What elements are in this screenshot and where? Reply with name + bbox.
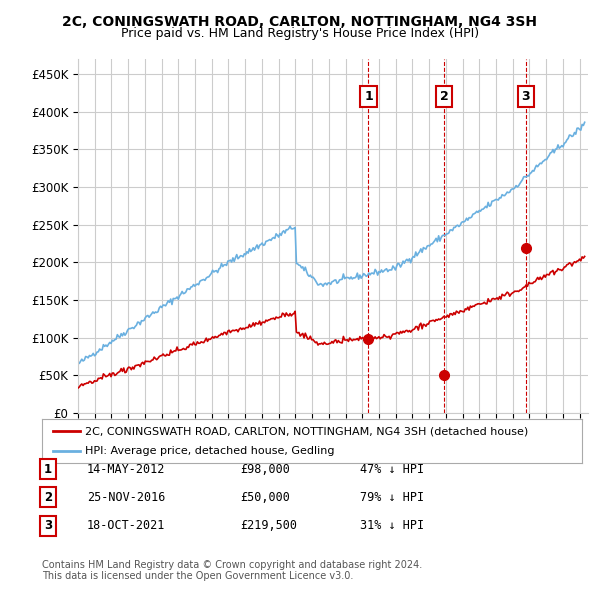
Text: 3: 3 xyxy=(44,519,52,532)
Text: 79% ↓ HPI: 79% ↓ HPI xyxy=(360,491,424,504)
Text: 2C, CONINGSWATH ROAD, CARLTON, NOTTINGHAM, NG4 3SH (detached house): 2C, CONINGSWATH ROAD, CARLTON, NOTTINGHA… xyxy=(85,427,529,436)
Text: £219,500: £219,500 xyxy=(240,519,297,532)
Text: £50,000: £50,000 xyxy=(240,491,290,504)
Text: 31% ↓ HPI: 31% ↓ HPI xyxy=(360,519,424,532)
Text: 47% ↓ HPI: 47% ↓ HPI xyxy=(360,463,424,476)
Text: 1: 1 xyxy=(364,90,373,103)
Text: 2: 2 xyxy=(44,491,52,504)
Text: 2: 2 xyxy=(440,90,449,103)
Text: Contains HM Land Registry data © Crown copyright and database right 2024.
This d: Contains HM Land Registry data © Crown c… xyxy=(42,559,422,581)
Text: 1: 1 xyxy=(44,463,52,476)
Text: 18-OCT-2021: 18-OCT-2021 xyxy=(87,519,166,532)
Text: Price paid vs. HM Land Registry's House Price Index (HPI): Price paid vs. HM Land Registry's House … xyxy=(121,27,479,40)
Text: £98,000: £98,000 xyxy=(240,463,290,476)
Text: 14-MAY-2012: 14-MAY-2012 xyxy=(87,463,166,476)
Text: 2C, CONINGSWATH ROAD, CARLTON, NOTTINGHAM, NG4 3SH: 2C, CONINGSWATH ROAD, CARLTON, NOTTINGHA… xyxy=(62,15,538,29)
Text: 3: 3 xyxy=(521,90,530,103)
Text: 25-NOV-2016: 25-NOV-2016 xyxy=(87,491,166,504)
Text: HPI: Average price, detached house, Gedling: HPI: Average price, detached house, Gedl… xyxy=(85,446,335,455)
